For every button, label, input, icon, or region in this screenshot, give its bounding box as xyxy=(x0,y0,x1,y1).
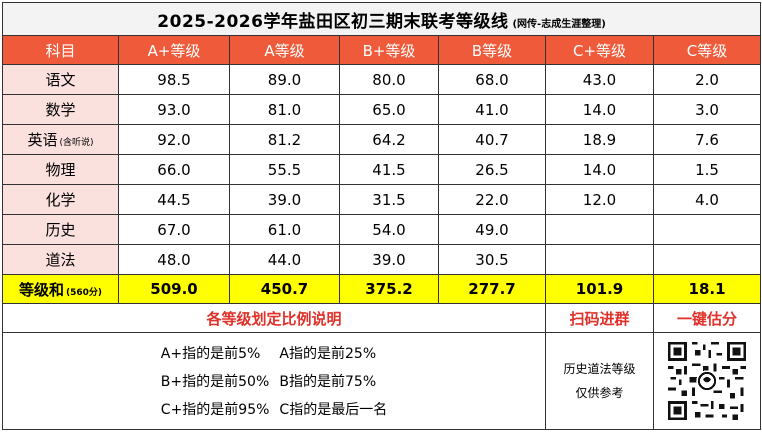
score-cell: 30.5 xyxy=(438,244,546,275)
score-cell: 65.0 xyxy=(339,94,439,125)
score-cell: 67.0 xyxy=(118,214,230,245)
estimate-score-label[interactable]: 一键估分 xyxy=(652,303,762,333)
header-subject: 科目 xyxy=(2,35,119,65)
score-cell: 4.0 xyxy=(652,184,762,215)
score-cell: 22.0 xyxy=(438,184,546,215)
score-cell: 26.5 xyxy=(438,154,546,185)
sum-cell: 450.7 xyxy=(229,274,340,304)
score-cell xyxy=(652,214,762,245)
sum-cell: 375.2 xyxy=(339,274,439,304)
rule-text: C+指的是前95% xyxy=(160,402,270,418)
score-cell: 1.5 xyxy=(652,154,762,185)
score-cell: 68.0 xyxy=(438,64,546,95)
grade-sum-row: 等级和 (560分) 509.0 450.7 375.2 277.7 101.9 … xyxy=(2,274,762,304)
qr-cell xyxy=(652,332,762,430)
sum-cell: 101.9 xyxy=(545,274,654,304)
table-row: 历史 67.0 61.0 54.0 49.0 xyxy=(2,214,762,245)
sum-cell: 277.7 xyxy=(438,274,546,304)
score-cell: 66.0 xyxy=(118,154,230,185)
sum-label-cell: 等级和 (560分) xyxy=(2,274,119,304)
subject-cell: 语文 xyxy=(2,64,119,95)
table-row: 英语 (含听说) 92.0 81.2 64.2 40.7 18.9 7.6 xyxy=(2,124,762,155)
rule-text: C指的是最后一名 xyxy=(279,402,388,418)
table-row: 化学 44.5 39.0 31.5 22.0 12.0 4.0 xyxy=(2,184,762,215)
score-cell: 41.0 xyxy=(438,94,546,125)
title-main: 2025-2026学年盐田区初三期末联考等级线 xyxy=(157,11,509,32)
score-cell: 3.0 xyxy=(652,94,762,125)
score-cell: 93.0 xyxy=(118,94,230,125)
score-cell: 43.0 xyxy=(545,64,654,95)
score-cell: 49.0 xyxy=(438,214,546,245)
score-cell: 89.0 xyxy=(229,64,340,95)
subject-cell: 数学 xyxy=(2,94,119,125)
subject-cell: 化学 xyxy=(2,184,119,215)
subject-cell: 英语 (含听说) xyxy=(2,124,119,155)
scan-join-label[interactable]: 扫码进群 xyxy=(545,303,654,333)
score-cell: 64.2 xyxy=(339,124,439,155)
subject-cell: 物理 xyxy=(2,154,119,185)
score-cell xyxy=(545,244,654,275)
reference-line: 仅供参考 xyxy=(575,386,624,400)
score-cell: 7.6 xyxy=(652,124,762,155)
table-row: 物理 66.0 55.5 41.5 26.5 14.0 1.5 xyxy=(2,154,762,185)
qr-code-icon[interactable] xyxy=(668,342,747,420)
sum-note: (560分) xyxy=(66,287,103,298)
score-cell xyxy=(545,214,654,245)
sum-cell: 509.0 xyxy=(118,274,230,304)
subject-cell: 历史 xyxy=(2,214,119,245)
score-cell: 18.9 xyxy=(545,124,654,155)
score-cell xyxy=(652,244,762,275)
sum-cell: 18.1 xyxy=(652,274,762,304)
rule-text: A指的是前25% xyxy=(279,346,377,362)
header-grade: B+等级 xyxy=(339,35,439,65)
table-row: 语文 98.5 89.0 80.0 68.0 43.0 2.0 xyxy=(2,64,762,95)
score-cell: 81.0 xyxy=(229,94,340,125)
rule-text: B指的是前75% xyxy=(279,374,377,390)
subject-cell: 道法 xyxy=(2,244,119,275)
reference-note: 历史道法等级 仅供参考 xyxy=(545,332,654,430)
score-cell: 12.0 xyxy=(545,184,654,215)
score-cell: 54.0 xyxy=(339,214,439,245)
page-title: 2025-2026学年盐田区初三期末联考等级线 (网传-志成生涯整理) xyxy=(1,2,762,36)
reference-line: 历史道法等级 xyxy=(563,362,636,376)
header-grade: C+等级 xyxy=(545,35,654,65)
score-cell: 44.0 xyxy=(229,244,340,275)
ratio-title: 各等级划定比例说明 xyxy=(2,303,546,333)
header-grade: A等级 xyxy=(229,35,340,65)
header-grade: C等级 xyxy=(652,35,762,65)
header-grade: B等级 xyxy=(438,35,546,65)
score-cell: 80.0 xyxy=(339,64,439,95)
table-row: 道法 48.0 44.0 39.0 30.5 xyxy=(2,244,762,275)
score-cell: 14.0 xyxy=(545,154,654,185)
score-cell: 61.0 xyxy=(229,214,340,245)
score-cell: 98.5 xyxy=(118,64,230,95)
table-row: 数学 93.0 81.0 65.0 41.0 14.0 3.0 xyxy=(2,94,762,125)
header-grade: A+等级 xyxy=(118,35,230,65)
rule-text: B+指的是前50% xyxy=(160,374,270,390)
score-cell: 39.0 xyxy=(339,244,439,275)
score-cell: 55.5 xyxy=(229,154,340,185)
score-cell: 2.0 xyxy=(652,64,762,95)
score-cell: 40.7 xyxy=(438,124,546,155)
title-note: (网传-志成生涯整理) xyxy=(512,18,606,30)
score-cell: 48.0 xyxy=(118,244,230,275)
header-row: 科目 A+等级 A等级 B+等级 B等级 C+等级 C等级 xyxy=(2,35,762,65)
grade-table: 2025-2026学年盐田区初三期末联考等级线 (网传-志成生涯整理) 科目 A+… xyxy=(1,2,762,430)
score-cell: 81.2 xyxy=(229,124,340,155)
subject-note: (含听说) xyxy=(59,138,94,148)
score-cell: 92.0 xyxy=(118,124,230,155)
score-cell: 14.0 xyxy=(545,94,654,125)
ratio-rules: A+指的是前5% A指的是前25% B+指的是前50% B指的是前75% C+指… xyxy=(2,332,546,430)
score-cell: 31.5 xyxy=(339,184,439,215)
score-cell: 44.5 xyxy=(118,184,230,215)
rule-text: A+指的是前5% xyxy=(160,346,261,362)
score-cell: 41.5 xyxy=(339,154,439,185)
score-cell: 39.0 xyxy=(229,184,340,215)
